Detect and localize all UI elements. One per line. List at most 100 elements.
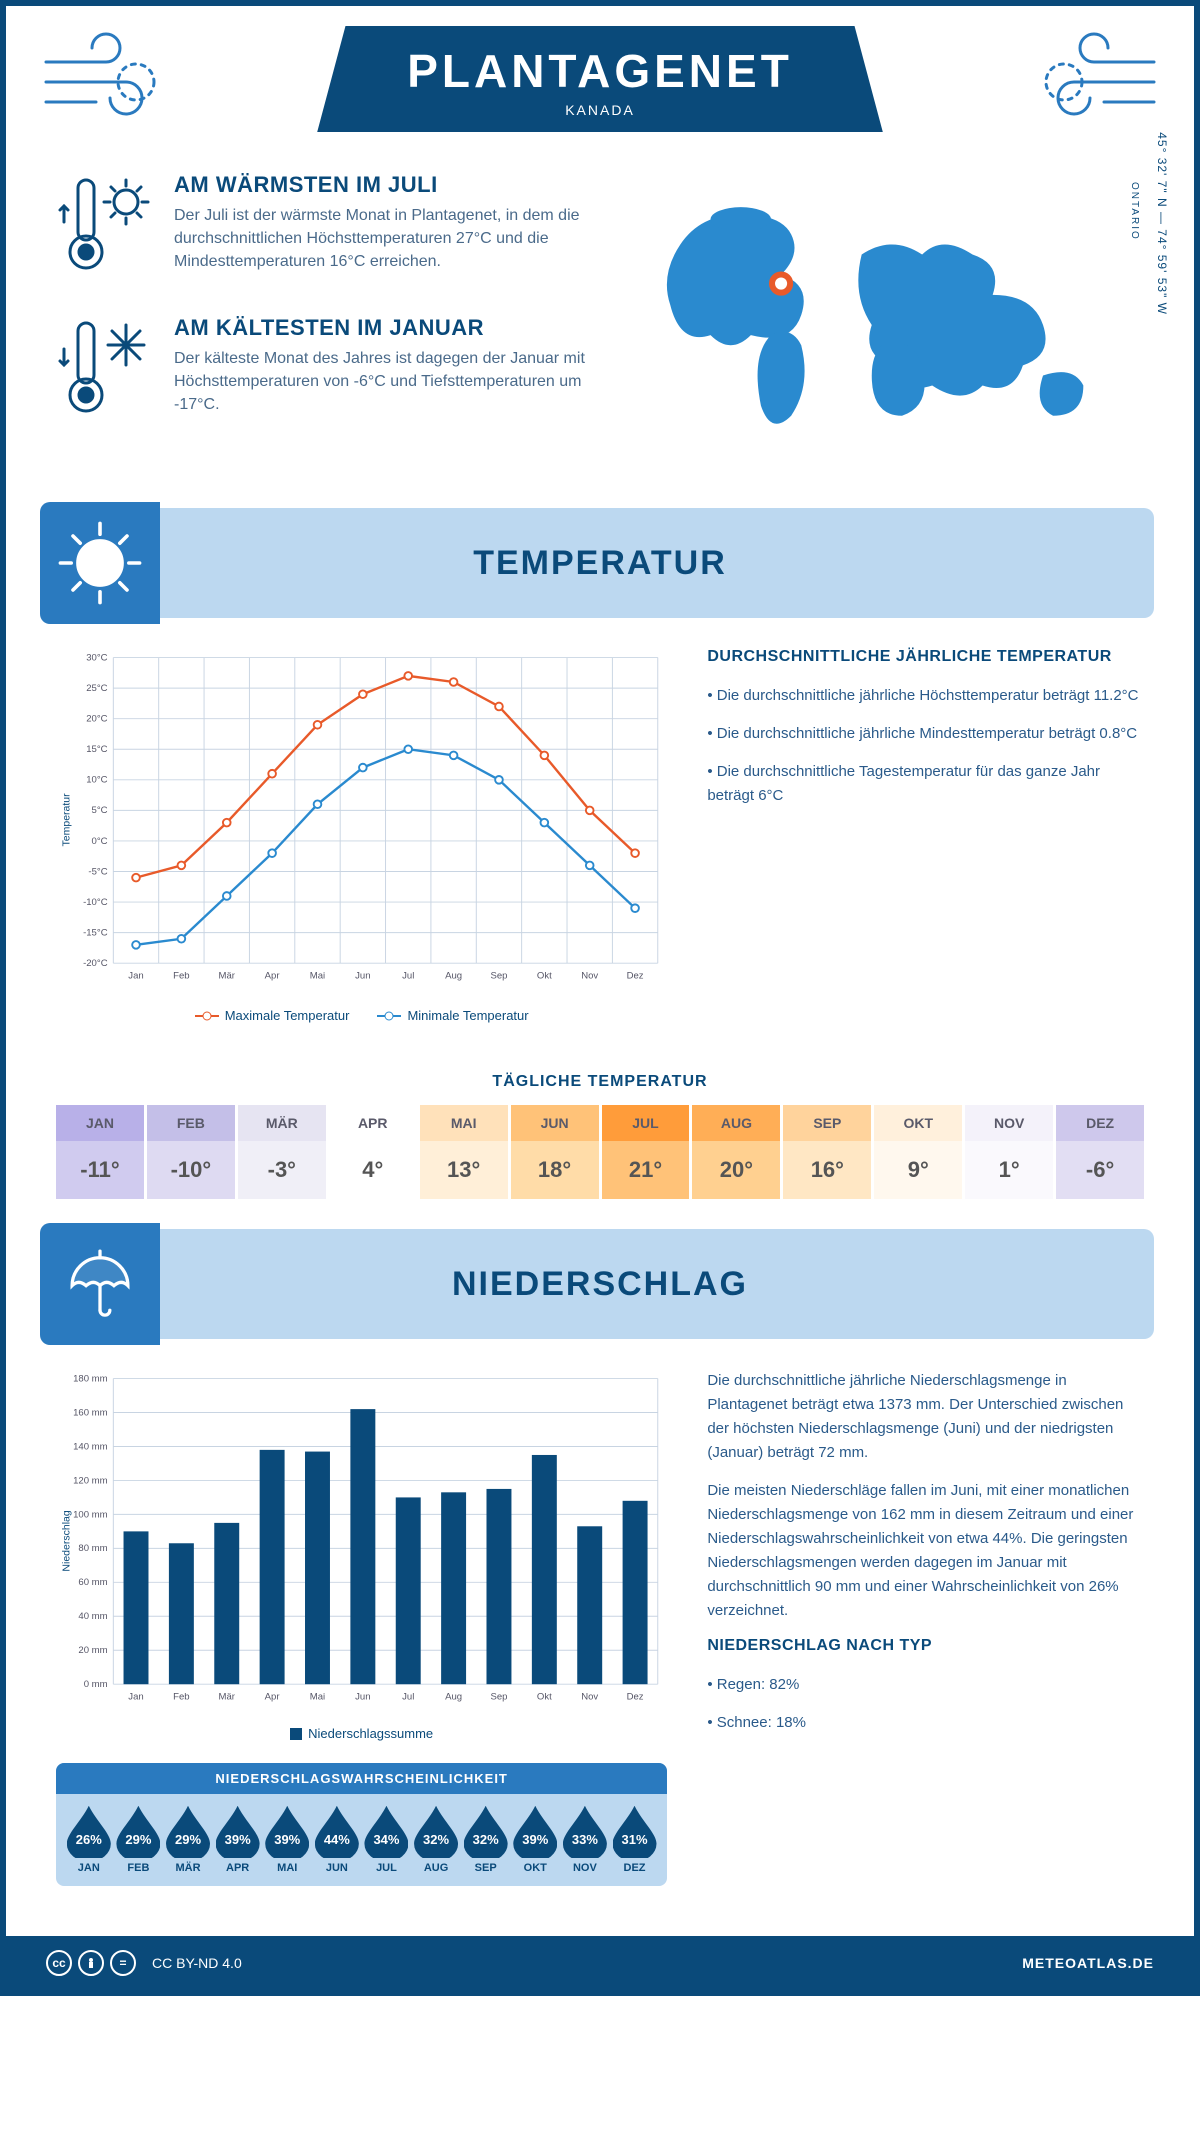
wind-icon (36, 32, 176, 132)
precip-probability-box: NIEDERSCHLAGSWAHRSCHEINLICHKEIT 26% JAN … (56, 1763, 667, 1886)
side-bullet: • Die durchschnittliche jährliche Mindes… (707, 722, 1144, 746)
daily-cell: DEZ -6° (1056, 1105, 1144, 1199)
fact-coldest: AM KÄLTESTEN IM JANUAR Der kälteste Mona… (56, 315, 610, 430)
drop-icon: 26% (67, 1806, 111, 1858)
fact-text: Der kälteste Monat des Jahres ist dagege… (174, 347, 610, 417)
svg-text:Aug: Aug (445, 970, 462, 981)
fact-title: AM WÄRMSTEN IM JULI (174, 172, 610, 198)
fact-title: AM KÄLTESTEN IM JANUAR (174, 315, 610, 341)
infographic-page: PLANTAGENET KANADA (0, 0, 1200, 1996)
nd-icon: = (110, 1950, 136, 1976)
side-paragraph: Die meisten Niederschläge fallen im Juni… (707, 1479, 1144, 1623)
drop-icon: 39% (216, 1806, 260, 1858)
svg-text:20 mm: 20 mm (78, 1645, 107, 1656)
precip-chart-row: 0 mm20 mm40 mm60 mm80 mm100 mm120 mm140 … (6, 1369, 1194, 1905)
svg-text:25°C: 25°C (86, 683, 107, 694)
title-banner: PLANTAGENET KANADA (317, 26, 883, 132)
svg-text:0 mm: 0 mm (84, 1679, 108, 1690)
license-text: CC BY-ND 4.0 (152, 1955, 242, 1971)
sun-icon (40, 502, 160, 624)
svg-text:60 mm: 60 mm (78, 1578, 107, 1589)
svg-text:Mai: Mai (310, 1692, 325, 1703)
prob-cell: 39% MAI (262, 1806, 312, 1874)
daily-cell: NOV 1° (965, 1105, 1056, 1199)
svg-text:0°C: 0°C (92, 836, 108, 847)
section-header-precip: NIEDERSCHLAG (46, 1229, 1154, 1339)
svg-text:30°C: 30°C (86, 652, 107, 663)
svg-text:Aug: Aug (445, 1692, 462, 1703)
drop-icon: 31% (613, 1806, 657, 1858)
section-title: TEMPERATUR (473, 544, 727, 583)
side-bullet: • Die durchschnittliche Tagestemperatur … (707, 760, 1144, 808)
prob-cell: 34% JUL (362, 1806, 412, 1874)
fact-warmest: AM WÄRMSTEN IM JULI Der Juli ist der wär… (56, 172, 610, 287)
svg-text:-5°C: -5°C (88, 866, 107, 877)
temperature-line-chart: -20°C-15°C-10°C-5°C0°C5°C10°C15°C20°C25°… (56, 648, 667, 1023)
page-subtitle: KANADA (407, 102, 793, 118)
svg-text:Dez: Dez (627, 970, 644, 981)
prob-cell: 26% JAN (64, 1806, 114, 1874)
svg-text:Nov: Nov (581, 970, 598, 981)
drop-icon: 39% (513, 1806, 557, 1858)
temperature-chart-row: -20°C-15°C-10°C-5°C0°C5°C10°C15°C20°C25°… (6, 648, 1194, 1043)
prob-cell: 32% AUG (411, 1806, 461, 1874)
thermometer-snow-icon (56, 315, 156, 430)
svg-text:Niederschlag: Niederschlag (60, 1510, 72, 1571)
prob-cell: 29% FEB (114, 1806, 164, 1874)
thermometer-sun-icon (56, 172, 156, 287)
svg-text:Mär: Mär (219, 1692, 236, 1703)
prob-cell: 39% APR (213, 1806, 263, 1874)
svg-text:40 mm: 40 mm (78, 1612, 107, 1623)
umbrella-icon (40, 1223, 160, 1345)
footer: cc = CC BY-ND 4.0 METEOATLAS.DE (6, 1936, 1194, 1990)
precip-side-text: Die durchschnittliche jährliche Niedersc… (707, 1369, 1144, 1885)
side-bullet: • Schnee: 18% (707, 1711, 1144, 1735)
svg-text:Sep: Sep (490, 1692, 507, 1703)
daily-cell: MAI 13° (420, 1105, 511, 1199)
wind-icon (1024, 32, 1164, 132)
prob-cell: 44% JUN (312, 1806, 362, 1874)
section-header-temperature: TEMPERATUR (46, 508, 1154, 618)
cc-license: cc = CC BY-ND 4.0 (46, 1950, 242, 1976)
svg-text:Apr: Apr (265, 970, 281, 981)
svg-text:140 mm: 140 mm (73, 1442, 108, 1453)
drop-icon: 39% (265, 1806, 309, 1858)
svg-text:-10°C: -10°C (83, 897, 108, 908)
side-bullet: • Regen: 82% (707, 1673, 1144, 1697)
fact-text: Der Juli ist der wärmste Monat in Planta… (174, 204, 610, 274)
svg-text:Nov: Nov (581, 1692, 598, 1703)
svg-text:Jan: Jan (128, 970, 143, 981)
by-icon (78, 1950, 104, 1976)
side-title: NIEDERSCHLAG NACH TYP (707, 1637, 1144, 1655)
svg-text:Feb: Feb (173, 970, 189, 981)
prob-cell: 33% NOV (560, 1806, 610, 1874)
svg-text:Jun: Jun (355, 1692, 370, 1703)
page-title: PLANTAGENET (407, 44, 793, 98)
daily-temp-table: JAN -11° FEB -10° MÄR -3° APR 4° MAI 13°… (56, 1105, 1144, 1199)
header: PLANTAGENET KANADA (6, 6, 1194, 162)
facts: AM WÄRMSTEN IM JULI Der Juli ist der wär… (56, 172, 610, 458)
svg-text:-15°C: -15°C (83, 928, 108, 939)
daily-cell: JUN 18° (511, 1105, 602, 1199)
precip-bar-chart: 0 mm20 mm40 mm60 mm80 mm100 mm120 mm140 … (56, 1369, 667, 1885)
svg-text:-20°C: -20°C (83, 958, 108, 969)
daily-cell: APR 4° (329, 1105, 420, 1199)
daily-cell: FEB -10° (147, 1105, 238, 1199)
daily-cell: MÄR -3° (238, 1105, 329, 1199)
drop-icon: 34% (364, 1806, 408, 1858)
svg-text:15°C: 15°C (86, 744, 107, 755)
section-title: NIEDERSCHLAG (452, 1265, 748, 1304)
prob-cell: 29% MÄR (163, 1806, 213, 1874)
svg-text:Jun: Jun (355, 970, 370, 981)
daily-cell: JAN -11° (56, 1105, 147, 1199)
side-title: DURCHSCHNITTLICHE JÄHRLICHE TEMPERATUR (707, 648, 1144, 666)
prob-cell: 39% OKT (510, 1806, 560, 1874)
drop-icon: 29% (166, 1806, 210, 1858)
svg-text:Sep: Sep (490, 970, 507, 981)
world-map: ONTARIO 45° 32' 7" N — 74° 59' 53" W (640, 172, 1144, 458)
prob-cell: 31% DEZ (610, 1806, 660, 1874)
svg-text:160 mm: 160 mm (73, 1408, 108, 1419)
side-paragraph: Die durchschnittliche jährliche Niedersc… (707, 1369, 1144, 1465)
prob-title: NIEDERSCHLAGSWAHRSCHEINLICHKEIT (56, 1763, 667, 1794)
daily-cell: JUL 21° (602, 1105, 693, 1199)
